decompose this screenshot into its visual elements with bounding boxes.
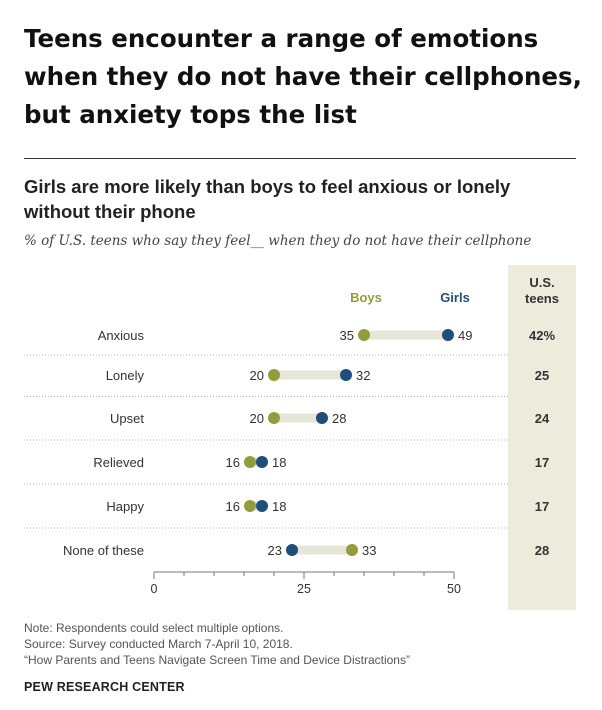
girls-dot [316, 412, 328, 424]
category-label: Upset [110, 411, 144, 426]
girls-dot [256, 500, 268, 512]
girls-dot [442, 329, 454, 341]
boys-dot [346, 544, 358, 556]
boys-dot [358, 329, 370, 341]
category-label: Happy [106, 499, 144, 514]
total-value: 17 [535, 455, 549, 470]
total-value: 24 [535, 411, 550, 426]
notes: Note: Respondents could select multiple … [24, 620, 584, 668]
boys-value-label: 33 [362, 543, 376, 558]
boys-dot [244, 500, 256, 512]
x-tick-label: 50 [447, 582, 461, 596]
girls-value-label: 23 [268, 543, 282, 558]
category-label: Lonely [106, 368, 145, 383]
total-value: 25 [535, 368, 549, 383]
girls-value-label: 28 [332, 411, 346, 426]
category-label: Relieved [93, 455, 144, 470]
total-column-bg [508, 265, 576, 610]
boys-dot [244, 456, 256, 468]
girls-dot [286, 544, 298, 556]
girls-dot [256, 456, 268, 468]
brand-logo: PEW RESEARCH CENTER [24, 680, 185, 694]
boys-value-label: 20 [250, 368, 264, 383]
chart-title: Girls are more likely than boys to feel … [24, 176, 511, 222]
legend-girls: Girls [440, 290, 470, 305]
source-text: Source: Survey conducted March 7-April 1… [24, 637, 293, 651]
total-value: 28 [535, 543, 549, 558]
x-tick-label: 0 [151, 582, 158, 596]
girls-value-label: 49 [458, 328, 472, 343]
report-title: “How Parents and Teens Navigate Screen T… [24, 653, 410, 667]
chart-subtitle: % of U.S. teens who say they feel__ when… [24, 233, 532, 249]
boys-dot [268, 412, 280, 424]
total-column-header: U.S. teens [525, 275, 559, 306]
total-value: 17 [535, 499, 549, 514]
dot-plot-chart: U.S. teens Boys Girls Anxious 35 49 42% Lonely 20… [24, 265, 576, 610]
category-label: None of these [63, 543, 144, 558]
girls-value-label: 32 [356, 368, 370, 383]
boys-value-label: 20 [250, 411, 264, 426]
girls-dot [340, 369, 352, 381]
x-tick-label: 25 [297, 582, 311, 596]
divider-rule [24, 158, 576, 159]
total-value: 42% [529, 328, 555, 343]
boys-dot [268, 369, 280, 381]
girls-value-label: 18 [272, 455, 286, 470]
category-label: Anxious [98, 328, 145, 343]
boys-value-label: 16 [226, 499, 240, 514]
boys-value-label: 16 [226, 455, 240, 470]
headline: Teens encounter a range of emotions when… [24, 24, 582, 129]
note-text: Note: Respondents could select multiple … [24, 621, 284, 635]
girls-value-label: 18 [272, 499, 286, 514]
boys-value-label: 35 [340, 328, 354, 343]
legend-boys: Boys [350, 290, 382, 305]
